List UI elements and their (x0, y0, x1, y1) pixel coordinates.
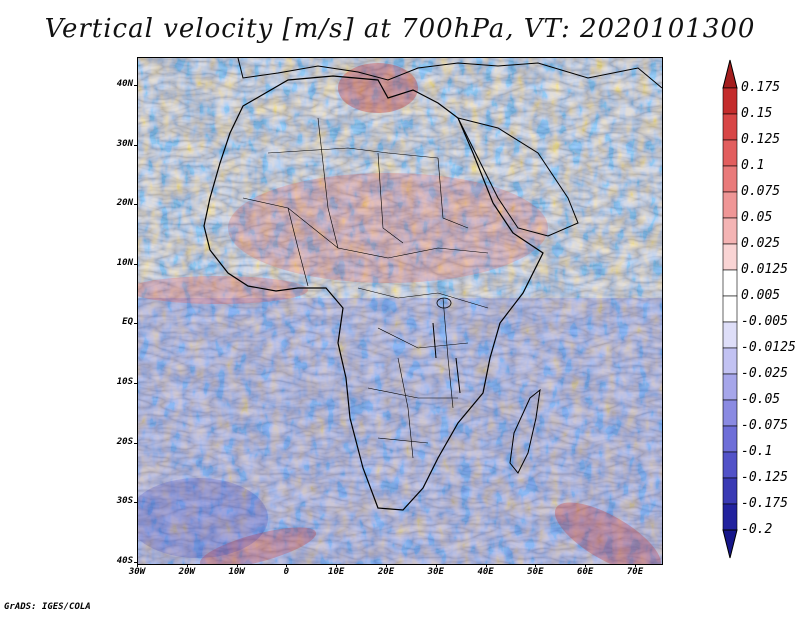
colorbar-label: 0.1 (741, 158, 765, 173)
arabia-coastline (457, 117, 579, 237)
colorbar-swatch (722, 165, 738, 193)
latitude-tick (134, 204, 137, 206)
colorbar-top-arrow (722, 59, 738, 89)
colorbar-swatch (722, 87, 738, 115)
longitude-tick (635, 564, 636, 567)
colorbar-bottom-arrow (722, 529, 738, 559)
longitude-tick (336, 564, 338, 567)
longitude-label: 20W (178, 567, 195, 577)
colorbar-label: -0.125 (741, 470, 788, 485)
longitude-tick (236, 564, 238, 567)
latitude-label: 20S (116, 436, 133, 447)
longitude-tick (137, 564, 138, 567)
longitude-label: 30W (128, 567, 146, 577)
chart-title: Vertical velocity [m/s] at 700hPa, VT: 2… (44, 14, 756, 44)
longitude-tick (435, 564, 437, 567)
latitude-label: 30S (116, 496, 133, 507)
latitude-tick (134, 442, 137, 444)
lake-tanganyika (432, 322, 437, 359)
longitude-label: 40E (477, 567, 494, 577)
field-streaks (138, 58, 662, 564)
longitude-tick (485, 564, 487, 567)
colorbar-label: -0.175 (741, 496, 788, 511)
colorbar-swatch (722, 347, 738, 375)
latitude-tick (134, 561, 137, 563)
latitude-label: 20N (116, 198, 133, 209)
credit-text: GrADS: IGES/COLA (4, 602, 91, 612)
latitude-tick (134, 323, 137, 325)
latitude-tick (134, 383, 137, 384)
longitude-tick (386, 564, 387, 567)
africa-coastline (203, 75, 544, 511)
latitude-label: 10S (116, 377, 133, 387)
longitude-tick (186, 564, 188, 567)
southeast-rising-streak (554, 502, 662, 564)
colorbar-swatch (722, 139, 738, 167)
lake-malawi (455, 357, 461, 394)
colorbar-label: -0.005 (741, 314, 788, 329)
colorbar-label: 0.005 (741, 288, 781, 303)
longitude-label: 30E (427, 567, 444, 577)
colorbar-swatch (722, 243, 738, 271)
latitude-tick (134, 502, 137, 504)
colorbar-label: 0.15 (741, 106, 773, 121)
colorbar-label: -0.075 (741, 418, 788, 433)
colorbar-label: -0.05 (741, 392, 781, 407)
latitude-label: 40N (116, 79, 133, 89)
madagascar-coastline (509, 388, 541, 474)
lake-victoria (436, 297, 452, 309)
longitude-label: 70E (626, 567, 644, 577)
longitude-tick (585, 564, 587, 567)
itcz-atlantic-band (138, 276, 308, 304)
latitude-tick (134, 144, 137, 146)
longitude-tick (286, 564, 288, 567)
longitude-label: 0 (283, 567, 290, 577)
longitude-tick (535, 564, 537, 567)
europe-coastline (237, 58, 662, 89)
sahel-rising-band (228, 173, 548, 283)
colorbar-swatch (722, 503, 738, 531)
colorbar-swatch (722, 373, 738, 401)
colorbar-swatch (722, 113, 738, 141)
colorbar-label: 0.05 (741, 210, 773, 225)
velocity-field-map (138, 58, 662, 564)
colorbar-label: 0.0125 (741, 262, 788, 277)
longitude-label: 10W (228, 567, 245, 577)
southwest-sinking-region (138, 478, 268, 558)
latitude-tick (134, 85, 137, 86)
colorbar-label: 0.075 (741, 184, 781, 199)
colorbar-swatch (722, 191, 738, 219)
colorbar-swatch (722, 321, 738, 349)
colorbar-swatch (722, 477, 738, 505)
colorbar-swatch (722, 451, 738, 479)
colorbar-swatch (722, 295, 738, 323)
colorbar-swatch (722, 217, 738, 245)
colorbar-swatch (722, 269, 738, 297)
colorbar-label: 0.175 (741, 80, 781, 95)
longitude-label: 60E (577, 567, 594, 577)
latitude-label: 10N (116, 257, 133, 268)
longitude-label: 10E (328, 567, 345, 577)
colorbar-label: -0.2 (741, 522, 773, 537)
latitude-label: 30N (116, 138, 133, 149)
map-frame (137, 57, 663, 565)
southwest-rising-streak (199, 527, 317, 564)
colorbar-swatch (722, 425, 738, 453)
country-borders (242, 117, 489, 459)
colorbar-label: -0.0125 (741, 340, 796, 355)
colorbar-label: 0.025 (741, 236, 781, 251)
southern-sinking-tint (138, 298, 662, 564)
latitude-label: 40S (116, 555, 133, 566)
longitude-label: 50E (527, 567, 544, 577)
colorbar-label: -0.1 (741, 444, 773, 459)
longitude-label: 20E (377, 567, 395, 577)
colorbar-label: 0.125 (741, 132, 781, 147)
latitude-tick (134, 263, 137, 265)
latitude-label: EQ (122, 317, 133, 328)
colorbar-label: -0.025 (741, 366, 788, 381)
colorbar-swatch (722, 399, 738, 427)
